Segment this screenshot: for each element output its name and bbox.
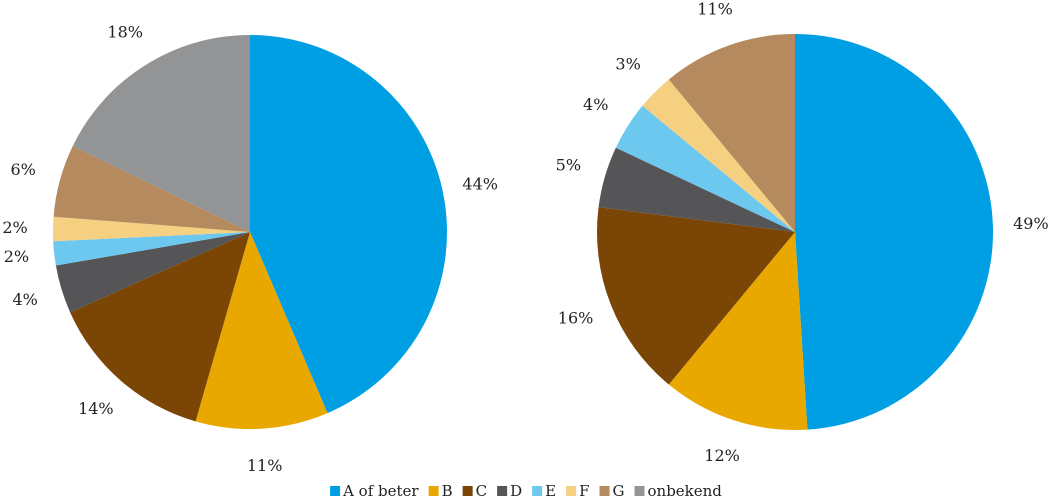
legend-label: F	[579, 482, 589, 500]
data-label: 5%	[556, 156, 581, 175]
data-label: 16%	[558, 308, 594, 327]
legend-label: D	[510, 482, 522, 500]
pie-slice	[55, 232, 251, 313]
legend-label: E	[545, 482, 556, 500]
legend-label: A of beter	[342, 482, 419, 500]
legend-label: onbekend	[648, 482, 723, 500]
data-label: 18%	[107, 22, 143, 41]
data-label: 2%	[4, 247, 29, 266]
data-label: 6%	[10, 160, 35, 179]
legend-swatch	[462, 486, 473, 496]
pie-slice	[72, 35, 250, 232]
pie-slice	[250, 35, 447, 414]
pie-slice	[668, 232, 808, 430]
legend-swatch	[634, 486, 645, 496]
legend-swatch	[599, 486, 610, 496]
pie-slice	[52, 216, 250, 242]
pie-slice	[53, 232, 250, 266]
pie-slice	[668, 34, 795, 232]
legend-label: C	[476, 482, 487, 500]
pie-slice	[70, 232, 251, 422]
data-label: 4%	[12, 290, 37, 309]
legend-swatch	[330, 486, 341, 496]
data-label: 3%	[615, 55, 640, 74]
data-label: 11%	[697, 0, 733, 18]
legend-swatch	[428, 486, 439, 496]
data-label: 44%	[462, 174, 498, 193]
data-label: 14%	[78, 399, 114, 418]
legend-label: B	[442, 482, 453, 500]
pie-slice	[795, 34, 993, 430]
pie-slice	[596, 207, 795, 385]
pie-slice	[53, 146, 251, 232]
pie-slice	[615, 105, 795, 232]
data-label: 49%	[1013, 214, 1049, 233]
data-label: 11%	[247, 456, 283, 475]
legend-swatch	[566, 486, 577, 496]
legend-swatch	[497, 486, 508, 496]
data-label: 4%	[583, 95, 608, 114]
legend-label: G	[613, 482, 625, 500]
legend-swatch	[532, 486, 543, 496]
data-label: 2%	[2, 218, 27, 237]
pie-slice	[195, 232, 328, 429]
pie-slice	[598, 147, 795, 232]
pie-slice	[642, 79, 795, 232]
data-label: 12%	[704, 446, 740, 465]
